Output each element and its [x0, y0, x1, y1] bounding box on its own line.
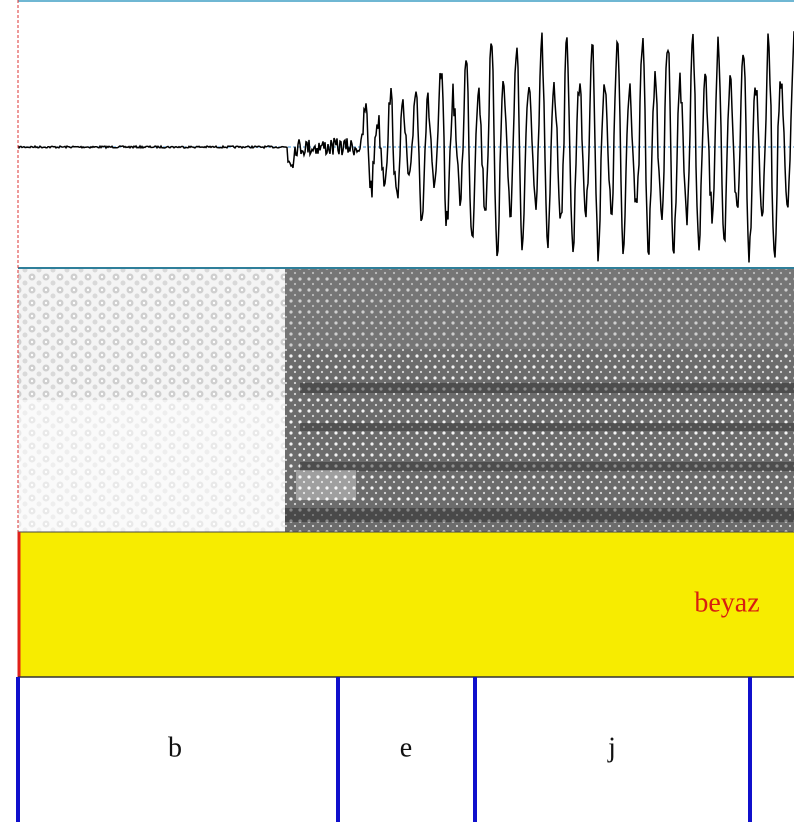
spectrogram-fade	[18, 400, 285, 532]
word-tier-bg[interactable]	[18, 532, 794, 677]
formant-band	[300, 383, 794, 393]
formant-band	[285, 508, 794, 522]
formant-band	[300, 423, 794, 431]
praat-editor: beyaz b e j	[0, 0, 794, 822]
waveform-panel	[18, 0, 794, 268]
word-label[interactable]: beyaz	[694, 587, 759, 618]
phone-tier: b e j	[18, 677, 794, 822]
phone-label[interactable]: e	[400, 732, 412, 763]
spectrogram-band	[285, 269, 794, 349]
phone-label[interactable]: b	[168, 732, 182, 763]
phone-label[interactable]: j	[607, 732, 616, 763]
burst	[296, 470, 356, 500]
word-tier: beyaz	[18, 532, 794, 677]
page: beyaz b e j (() => { const data = JSON.p…	[0, 0, 794, 822]
formant-band	[300, 462, 794, 471]
